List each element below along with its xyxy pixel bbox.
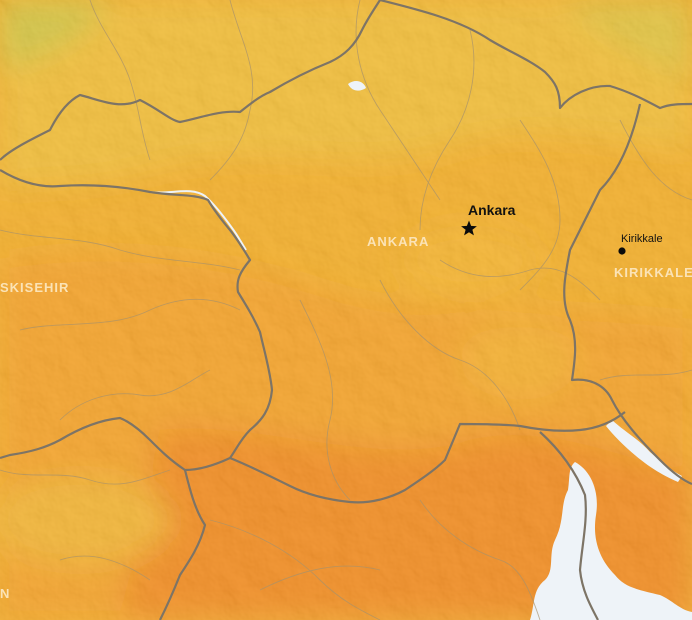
water-bodies [149, 81, 692, 620]
boundary-north-ridge [0, 0, 381, 161]
reservoir-lake [530, 462, 692, 620]
stream-west [149, 190, 247, 251]
kirikkale-town-dot [618, 247, 626, 255]
province-label-kirikkale: KIRIKKALE [614, 265, 692, 280]
boundary-eskisehir-east [0, 169, 274, 472]
province-label-ankara: ANKARA [367, 234, 430, 249]
river-inlet [606, 420, 682, 482]
capital-label: Ankara [468, 202, 516, 218]
boundary-southeast [539, 431, 599, 620]
town-label-kirikkale: Kirikkale [621, 233, 663, 245]
ankara-capital-star-icon [461, 220, 477, 236]
boundary-south [159, 469, 207, 620]
boundary-north-east [379, 0, 692, 110]
boundary-kirikkale-west [563, 103, 692, 486]
province-label-eskisehir: SKISEHIR [0, 280, 70, 295]
small-pond [348, 81, 366, 91]
province-label-partial: N [0, 586, 11, 601]
boundary-south-central [229, 411, 626, 504]
